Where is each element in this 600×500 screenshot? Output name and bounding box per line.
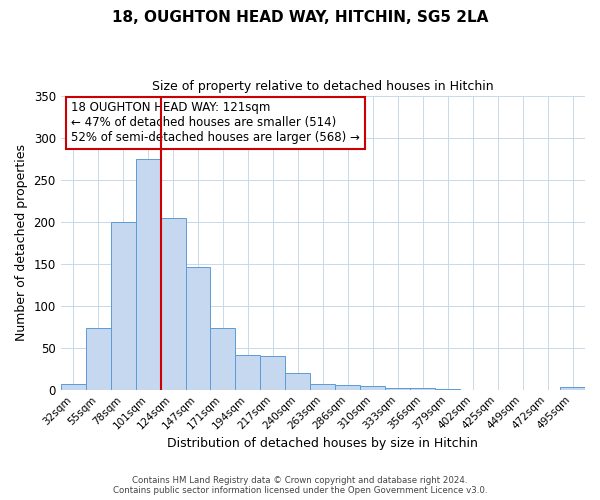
Bar [61, 384, 86, 390]
Bar [286, 373, 310, 390]
Title: Size of property relative to detached houses in Hitchin: Size of property relative to detached ho… [152, 80, 494, 93]
Bar [260, 356, 286, 390]
Y-axis label: Number of detached properties: Number of detached properties [15, 144, 28, 341]
Text: 18, OUGHTON HEAD WAY, HITCHIN, SG5 2LA: 18, OUGHTON HEAD WAY, HITCHIN, SG5 2LA [112, 10, 488, 25]
Bar [410, 388, 435, 390]
Bar [161, 218, 185, 390]
Bar [185, 267, 211, 390]
Bar [385, 388, 410, 390]
Bar [211, 328, 235, 390]
Bar [110, 222, 136, 390]
X-axis label: Distribution of detached houses by size in Hitchin: Distribution of detached houses by size … [167, 437, 478, 450]
Bar [360, 386, 385, 390]
Bar [235, 356, 260, 390]
Text: 18 OUGHTON HEAD WAY: 121sqm
← 47% of detached houses are smaller (514)
52% of se: 18 OUGHTON HEAD WAY: 121sqm ← 47% of det… [71, 102, 360, 144]
Bar [310, 384, 335, 390]
Bar [435, 389, 460, 390]
Text: Contains HM Land Registry data © Crown copyright and database right 2024.
Contai: Contains HM Land Registry data © Crown c… [113, 476, 487, 495]
Bar [560, 387, 585, 390]
Bar [86, 328, 110, 390]
Bar [335, 384, 360, 390]
Bar [136, 158, 161, 390]
